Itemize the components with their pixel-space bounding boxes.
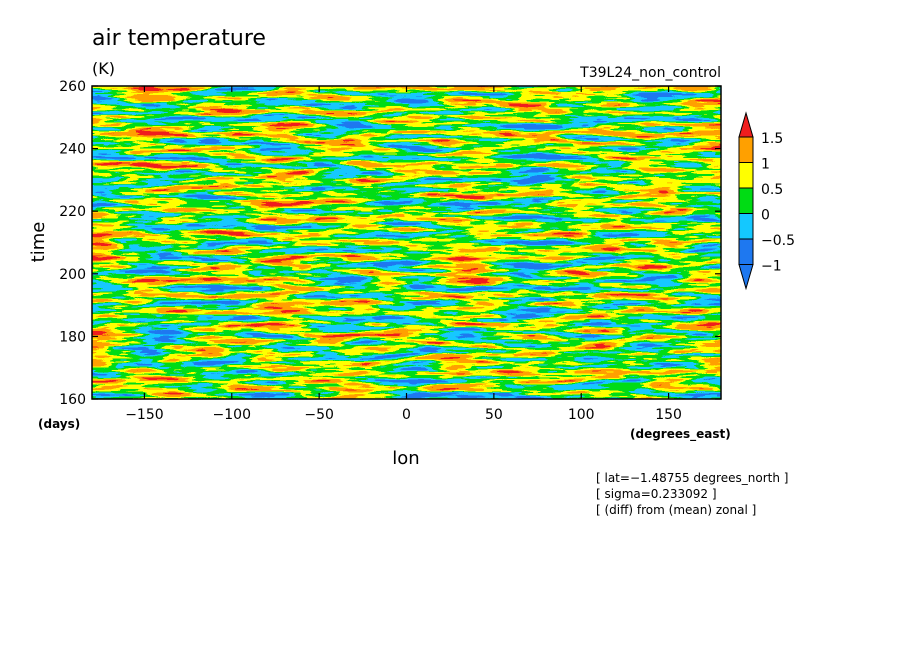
y-axis: 160 180 200 220 240 260 [59, 79, 721, 408]
annotation-sigma: [ sigma=0.233092 ] [596, 487, 717, 501]
x-axis: −150 −100 −50 0 50 100 150 [125, 86, 682, 423]
y-tick-label: 160 [59, 392, 86, 408]
annotation-lat: [ lat=−1.48755 degrees_north ] [596, 471, 788, 485]
x-axis-label: lon [392, 448, 419, 469]
contour-layer [92, 86, 721, 399]
colorbar-swatch [738, 187, 754, 214]
annotation-diff: [ (diff) from (mean) zonal ] [596, 503, 756, 517]
colorbar-swatch [738, 238, 754, 265]
x-tick-label: 150 [655, 407, 682, 423]
x-tick-label: −100 [213, 407, 251, 423]
colorbar-swatch [738, 213, 754, 240]
y-axis-label: time [28, 222, 49, 263]
colorbar-label: 0.5 [761, 182, 783, 198]
run-label: T39L24_non_control [579, 65, 721, 81]
colorbar-label: 1.5 [761, 131, 783, 147]
x-unit-label: (degrees_east) [630, 427, 731, 442]
x-tick-label: −150 [125, 407, 163, 423]
y-unit-label: (days) [38, 417, 80, 431]
y-tick-label: 260 [59, 79, 86, 95]
y-tick-label: 240 [59, 142, 86, 158]
y-tick-label: 180 [59, 329, 86, 345]
x-tick-label: −50 [304, 407, 334, 423]
x-tick-label: 50 [485, 407, 503, 423]
x-tick-label: 0 [402, 407, 411, 423]
colorbar-over-arrow [738, 111, 754, 138]
colorbar-label: 0 [761, 208, 770, 224]
colorbar-swatch [738, 162, 754, 189]
y-tick-label: 220 [59, 204, 86, 220]
x-tick-label: 100 [568, 407, 595, 423]
colorbar-swatch [738, 136, 754, 163]
colorbar-label: −0.5 [761, 233, 795, 249]
colorbar-label: 1 [761, 157, 770, 173]
colorbar-under-arrow [738, 264, 754, 291]
colorbar-label: −1 [761, 259, 782, 275]
y-tick-label: 200 [59, 267, 86, 283]
units-label: (K) [92, 59, 115, 78]
chart-title: air temperature [92, 26, 266, 51]
heatmap-field [92, 86, 721, 399]
colorbar: 1.5 1 0.5 0 −0.5 −1 [738, 111, 795, 291]
